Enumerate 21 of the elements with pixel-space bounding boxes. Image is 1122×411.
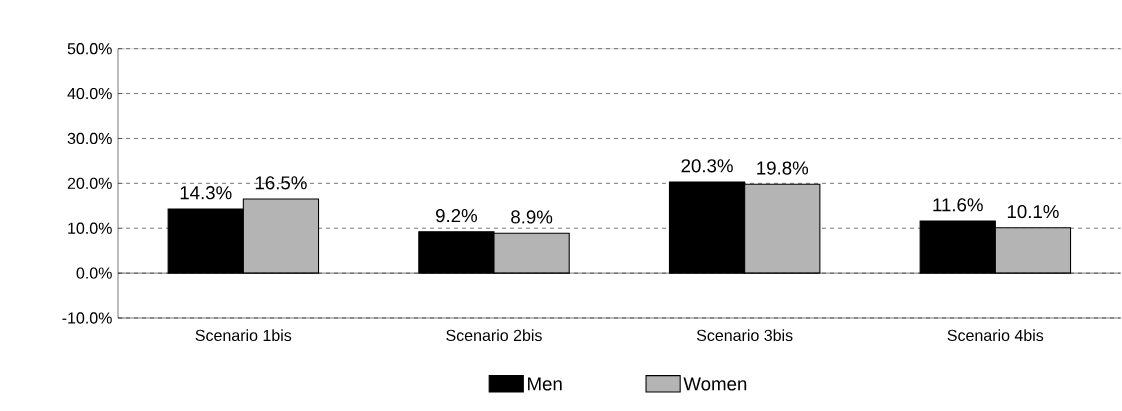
data-label: 20.3% (681, 159, 733, 173)
y-tick-label: -10.0% (62, 312, 112, 324)
data-label: 16.5% (255, 176, 307, 190)
data-label: 19.8% (757, 161, 809, 175)
data-label: 14.3% (180, 186, 232, 200)
data-label: 11.6% (933, 198, 983, 212)
data-label: 9.2% (436, 208, 478, 223)
x-tick-label: Scenario 3bis (696, 329, 793, 342)
x-tick-label: Scenario 4bis (947, 329, 1044, 342)
legend-label: Men (528, 377, 562, 391)
y-tick-label: 20.0% (67, 177, 112, 189)
legend-label: Women (683, 377, 747, 391)
x-tick-label: Scenario 1bis (195, 329, 292, 342)
y-tick-label: 50.0% (67, 43, 112, 55)
data-label: 10.1% (1007, 204, 1059, 219)
data-label: 8.9% (511, 210, 553, 224)
y-tick-label: 0.0% (76, 267, 112, 279)
y-tick-label: 40.0% (67, 87, 112, 100)
y-tick-label: 10.0% (68, 222, 112, 234)
x-tick-label: Scenario 2bis (446, 329, 542, 342)
y-tick-label: 30.0% (67, 132, 112, 145)
